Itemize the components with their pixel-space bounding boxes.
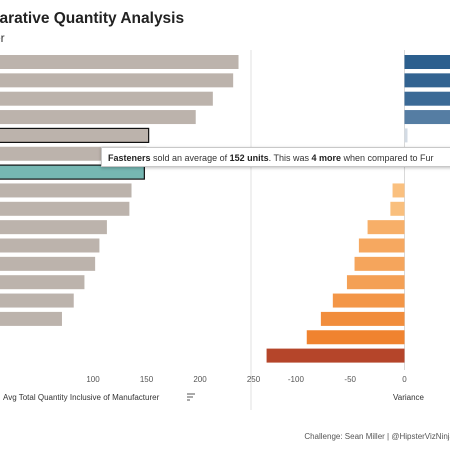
left-tick-label: 150 [140, 375, 154, 384]
variance-bar[interactable] [392, 183, 405, 198]
tooltip-value: 152 units [229, 153, 269, 163]
left-bar[interactable] [0, 127, 150, 143]
variance-bar[interactable] [390, 201, 405, 216]
left-bar[interactable] [0, 275, 85, 290]
right-tick-label: -50 [344, 375, 356, 384]
tooltip-item: Fasteners [108, 153, 151, 163]
left-bar[interactable] [0, 293, 74, 308]
variance-bar[interactable] [320, 311, 405, 326]
variance-bar[interactable] [404, 55, 450, 69]
tooltip-text-1: sold an average of [150, 153, 230, 163]
right-axis-title: Variance [393, 393, 425, 402]
variance-bar[interactable] [346, 275, 405, 290]
variance-bar[interactable] [358, 238, 405, 253]
variance-bar[interactable] [332, 293, 405, 308]
variance-bar[interactable] [404, 91, 450, 106]
left-axis-title: Avg Total Quantity Inclusive of Manufact… [3, 393, 160, 402]
variance-bar[interactable] [404, 128, 408, 143]
chart-title: parative Quantity Analysis [0, 10, 185, 27]
variance-bar[interactable] [266, 348, 405, 363]
left-bar[interactable] [0, 256, 96, 271]
credit-text: Challenge: Sean Miller | @HipsterVizNinj… [304, 432, 450, 441]
left-bar[interactable] [0, 220, 107, 235]
left-bar[interactable] [0, 73, 234, 88]
sort-icon[interactable] [187, 393, 195, 401]
left-bar[interactable] [0, 164, 145, 180]
left-bar[interactable] [0, 110, 196, 125]
left-bar[interactable] [0, 311, 62, 326]
variance-bar[interactable] [367, 220, 405, 235]
left-bar[interactable] [0, 55, 239, 69]
tooltip-text-3: when compared to Fur [340, 153, 434, 163]
right-tick-label: 0 [402, 375, 407, 384]
tooltip: Fasteners sold an average of 152 units. … [101, 147, 450, 167]
left-tick-label: 200 [193, 375, 207, 384]
variance-bar[interactable] [404, 73, 450, 88]
tooltip-text-2: . This was [268, 153, 312, 163]
left-tick-label: 250 [247, 375, 261, 384]
right-tick-label: -100 [288, 375, 305, 384]
left-bar[interactable] [0, 183, 132, 198]
left-bar[interactable] [0, 201, 130, 216]
tooltip-diff: 4 more [311, 153, 341, 163]
variance-bar[interactable] [354, 256, 405, 271]
variance-bar[interactable] [404, 110, 450, 125]
variance-bar[interactable] [306, 330, 405, 345]
left-bar[interactable] [0, 91, 213, 106]
chart-subtitle: rer [0, 31, 5, 45]
left-bar[interactable] [0, 238, 100, 253]
left-tick-label: 100 [86, 375, 100, 384]
